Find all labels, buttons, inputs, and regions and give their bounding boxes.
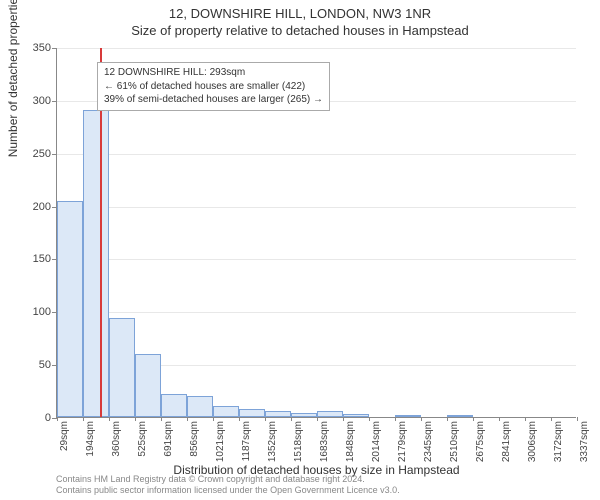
y-axis-label: Number of detached properties xyxy=(6,0,20,157)
histogram-bar xyxy=(239,409,265,417)
histogram-bar xyxy=(343,414,369,417)
x-tick-label: 29sqm xyxy=(59,421,70,451)
x-tick-label: 1848sqm xyxy=(345,421,356,462)
x-tick-label: 1352sqm xyxy=(267,421,278,462)
x-tick-mark xyxy=(109,417,110,421)
x-tick-label: 2179sqm xyxy=(397,421,408,462)
x-tick-mark xyxy=(447,417,448,421)
histogram-bar xyxy=(57,201,83,417)
page-title-line2: Size of property relative to detached ho… xyxy=(0,23,600,38)
histogram-bar xyxy=(161,394,187,417)
x-tick-mark xyxy=(57,417,58,421)
x-tick-label: 3337sqm xyxy=(579,421,590,462)
histogram-bar xyxy=(109,318,135,417)
x-tick-label: 2014sqm xyxy=(371,421,382,462)
x-tick-mark xyxy=(187,417,188,421)
histogram-bar xyxy=(187,396,213,417)
x-tick-label: 3006sqm xyxy=(527,421,538,462)
grid-line xyxy=(57,48,576,49)
y-tick-label: 50 xyxy=(39,359,51,371)
histogram-plot: Number of detached properties Distributi… xyxy=(56,48,576,418)
x-tick-mark xyxy=(161,417,162,421)
y-tick-mark xyxy=(52,154,57,155)
histogram-bar xyxy=(213,406,239,417)
histogram-bar xyxy=(135,354,161,417)
x-tick-label: 1021sqm xyxy=(215,421,226,462)
footer-line2: Contains public sector information licen… xyxy=(56,485,400,496)
histogram-bar xyxy=(395,415,421,417)
y-tick-label: 300 xyxy=(33,95,51,107)
grid-line xyxy=(57,154,576,155)
x-tick-label: 194sqm xyxy=(85,421,96,457)
y-tick-label: 0 xyxy=(45,412,51,424)
x-tick-mark xyxy=(213,417,214,421)
x-tick-mark xyxy=(473,417,474,421)
x-tick-label: 360sqm xyxy=(111,421,122,457)
annotation-line: 39% of semi-detached houses are larger (… xyxy=(104,93,323,107)
x-tick-label: 1683sqm xyxy=(319,421,330,462)
x-tick-mark xyxy=(369,417,370,421)
annotation-box: 12 DOWNSHIRE HILL: 293sqm← 61% of detach… xyxy=(97,62,330,111)
y-tick-label: 350 xyxy=(33,42,51,54)
y-tick-mark xyxy=(52,48,57,49)
y-tick-label: 100 xyxy=(33,306,51,318)
x-tick-mark xyxy=(83,417,84,421)
x-tick-label: 2675sqm xyxy=(475,421,486,462)
chart-container: Number of detached properties Distributi… xyxy=(56,48,576,418)
x-tick-label: 2841sqm xyxy=(501,421,512,462)
grid-line xyxy=(57,312,576,313)
x-tick-label: 3172sqm xyxy=(553,421,564,462)
footer-text: Contains HM Land Registry data © Crown c… xyxy=(56,474,400,497)
histogram-bar xyxy=(83,110,109,417)
grid-line xyxy=(57,207,576,208)
annotation-line: 12 DOWNSHIRE HILL: 293sqm xyxy=(104,66,323,80)
x-tick-label: 1518sqm xyxy=(293,421,304,462)
x-tick-mark xyxy=(525,417,526,421)
x-tick-mark xyxy=(421,417,422,421)
x-tick-label: 1187sqm xyxy=(241,421,252,461)
page-title-line1: 12, DOWNSHIRE HILL, LONDON, NW3 1NR xyxy=(0,6,600,21)
x-tick-mark xyxy=(499,417,500,421)
y-tick-label: 200 xyxy=(33,201,51,213)
x-tick-mark xyxy=(551,417,552,421)
x-tick-mark xyxy=(291,417,292,421)
annotation-line: ← 61% of detached houses are smaller (42… xyxy=(104,80,323,94)
x-tick-mark xyxy=(239,417,240,421)
histogram-bar xyxy=(291,413,317,417)
x-tick-label: 2345sqm xyxy=(423,421,434,462)
x-tick-label: 856sqm xyxy=(189,421,200,457)
grid-line xyxy=(57,259,576,260)
x-tick-label: 525sqm xyxy=(137,421,148,457)
footer-line1: Contains HM Land Registry data © Crown c… xyxy=(56,474,400,485)
x-tick-mark xyxy=(317,417,318,421)
y-tick-mark xyxy=(52,101,57,102)
x-tick-mark xyxy=(265,417,266,421)
x-tick-mark xyxy=(135,417,136,421)
y-tick-label: 250 xyxy=(33,148,51,160)
histogram-bar xyxy=(265,411,291,417)
histogram-bar xyxy=(317,411,343,417)
x-tick-label: 691sqm xyxy=(163,421,174,457)
x-tick-label: 2510sqm xyxy=(449,421,460,462)
y-tick-label: 150 xyxy=(33,253,51,265)
x-tick-mark xyxy=(343,417,344,421)
x-tick-mark xyxy=(577,417,578,421)
x-tick-mark xyxy=(395,417,396,421)
histogram-bar xyxy=(447,415,473,417)
